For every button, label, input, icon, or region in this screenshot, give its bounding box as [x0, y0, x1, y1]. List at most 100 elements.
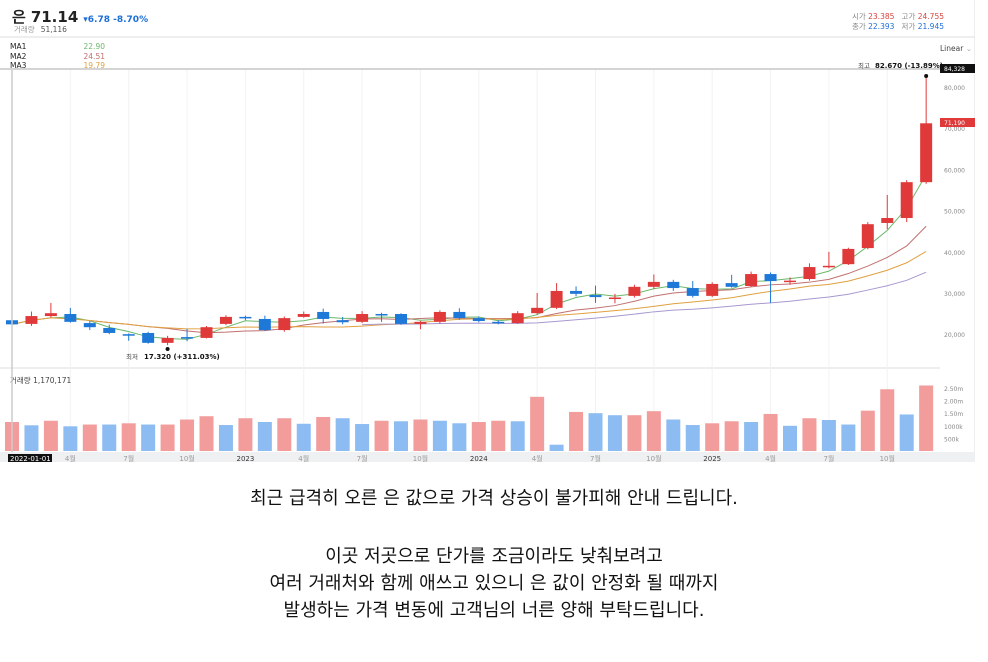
candle-body	[511, 313, 524, 324]
candle-body	[297, 314, 310, 317]
candle-body	[492, 321, 505, 324]
low-label: 저가	[901, 22, 916, 31]
x-tick-label: 7월	[823, 454, 834, 462]
candle-body	[589, 295, 602, 298]
volume-tick-label: 1.50m	[944, 411, 963, 418]
candle-body	[725, 283, 738, 287]
x-tick-label: 4월	[298, 454, 309, 462]
candle-body	[142, 332, 155, 343]
notice-line-2: 이곳 저곳으로 단가를 조금이라도 낮춰보려고	[325, 546, 663, 567]
candle-body	[239, 316, 252, 319]
volume-bar	[588, 413, 603, 451]
volume-bar	[783, 425, 797, 451]
volume-bar	[860, 410, 875, 451]
x-tick-label: 2023	[236, 455, 254, 462]
notice-line-3: 여러 거래처와 함께 애쓰고 있으니 은 값이 안정화 될 때까지	[269, 573, 719, 594]
ma-legend-item: MA2 24.51	[10, 52, 105, 62]
ma-label: MA3	[10, 61, 27, 70]
x-tick-label: 7월	[357, 454, 368, 462]
volume-bar	[607, 415, 622, 451]
volume-bar	[296, 423, 311, 451]
ma-legend: MA1 22.90 MA2 24.51 MA3 19.79	[10, 42, 105, 71]
open-value: 23.385	[868, 12, 895, 21]
candle-body	[881, 218, 894, 223]
candle-body	[453, 311, 466, 319]
volume-bar	[685, 425, 700, 451]
candle-body	[472, 318, 485, 322]
volume-bar	[180, 419, 195, 451]
candle-body	[803, 267, 816, 279]
x-tick-label: 4월	[65, 454, 76, 462]
volume-readout: 거래량 51,116	[14, 24, 67, 35]
high-price-tag-text: 84,328	[944, 66, 965, 73]
last-price-tag	[940, 118, 975, 127]
volume-bar	[199, 416, 214, 451]
volume-bar	[335, 418, 350, 451]
candle-body	[103, 328, 116, 333]
candle-body	[686, 288, 699, 296]
volume-bar	[491, 420, 506, 451]
notice-line-4: 발생하는 가격 변동에 고객님의 너른 양해 부탁드립니다.	[283, 600, 705, 621]
volume-bar	[316, 416, 331, 451]
volume-bar	[744, 422, 759, 451]
stock-chart[interactable]: 2022-01-01 4월 7월 10월 2023 4월 7월 10월 2024 4월 7월 10월 2…	[0, 0, 975, 462]
volume-bar	[432, 420, 447, 451]
candle-body	[258, 318, 271, 331]
date-tag	[8, 454, 52, 462]
volume-bar	[646, 411, 661, 451]
volume-pane-label: 거래량 1,170,171	[10, 376, 71, 385]
volume-bar	[43, 420, 58, 451]
volume-bar	[549, 444, 564, 451]
candle-body	[278, 318, 291, 331]
candle-body	[900, 182, 913, 219]
candle-body	[25, 316, 38, 324]
volume-bar	[724, 421, 739, 451]
candle-body	[628, 286, 641, 296]
candle-body	[861, 224, 874, 249]
candle-body	[356, 314, 369, 322]
candle-body	[550, 290, 563, 308]
volume-tick-label: 1000k	[944, 424, 963, 431]
candlestick-chart[interactable]: 2022-01-01 4월 7월 10월 2023 4월 7월 10월 2024 4월 7월 10월 2…	[0, 0, 975, 462]
x-tick-label: 4월	[532, 454, 543, 462]
volume-bar	[355, 424, 370, 451]
y-tick-label: 80,000	[944, 85, 965, 92]
volume-bar	[218, 425, 233, 451]
volume-bar	[471, 422, 486, 451]
volume-tick-label: 2.00m	[944, 399, 963, 406]
candle-body	[414, 321, 427, 324]
candle-body	[822, 265, 835, 268]
volume-bar	[802, 418, 817, 451]
candle-body	[570, 290, 583, 294]
scale-mode-dropdown[interactable]: Linear ⌄	[940, 44, 972, 53]
candle-body	[608, 297, 621, 300]
volume-bar	[899, 414, 914, 451]
volume-bar	[880, 389, 895, 451]
volume-bar	[452, 423, 467, 451]
volume-bar	[763, 413, 778, 451]
volume-bar	[530, 396, 545, 451]
moving-average-line	[11, 174, 927, 340]
open-label: 시가	[851, 12, 866, 21]
close-value: 22.393	[868, 22, 895, 31]
current-price: 71.14	[30, 8, 79, 26]
volume-bar	[569, 411, 584, 451]
y-tick-label: 50,000	[944, 209, 965, 216]
x-tick-label: 10월	[413, 454, 428, 462]
volume-bar	[238, 418, 253, 451]
high-marker	[924, 73, 929, 78]
x-tick-label: 7월	[590, 454, 601, 462]
ma-value: 19.79	[83, 61, 105, 70]
volume-bar	[841, 424, 856, 451]
x-tick-label: 2025	[703, 455, 721, 462]
high-value: 82.670 (-13.89%)	[875, 62, 943, 70]
x-tick-label: 10월	[646, 454, 661, 462]
volume-bar	[24, 425, 39, 451]
candle-body	[181, 337, 194, 339]
chart-header: 은 71.14 ▾6.78 -8.70%	[12, 6, 148, 27]
low-value: 17.320 (+311.03%)	[144, 353, 220, 361]
candle-body	[375, 314, 388, 316]
volume-bar	[257, 422, 272, 451]
volume-bar	[510, 421, 525, 451]
volume-bar	[374, 420, 389, 451]
